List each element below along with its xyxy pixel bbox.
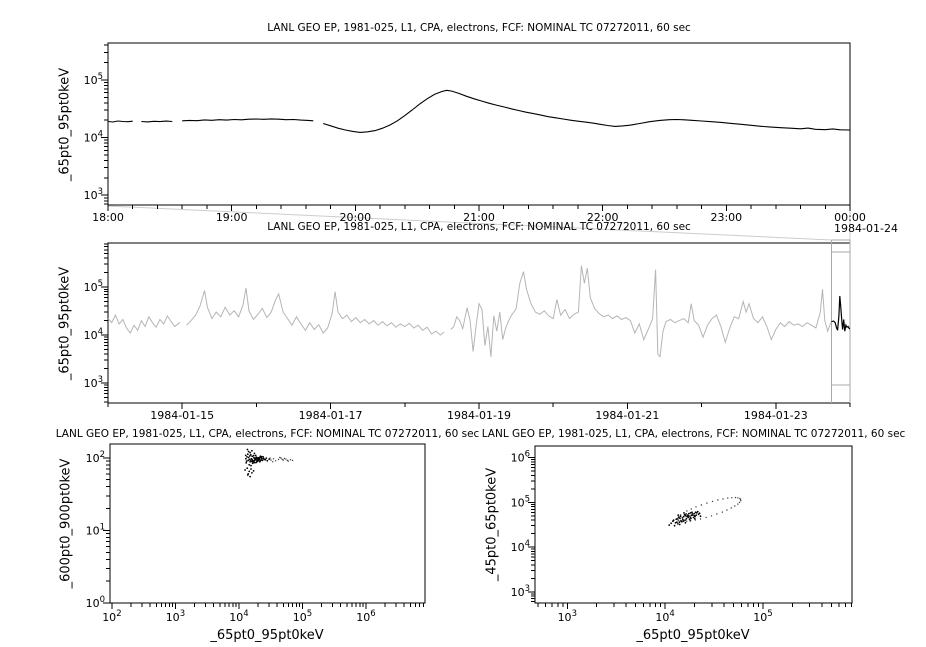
x-axis: 18:00 19:00 20:00 21:00 22:00 23:00 00:00: [92, 205, 866, 224]
tick-label: 1984-01-23: [744, 409, 808, 422]
tick-label: 103: [84, 375, 103, 390]
tick-label: 104: [84, 327, 103, 342]
series-context-flux: [107, 265, 832, 359]
tick-label: 100: [86, 595, 105, 610]
scatter-left-y-axis-label: _600pt0_900pt0keV: [58, 458, 74, 589]
x-axis: 103 104 105: [537, 603, 852, 624]
tick-label: 105: [84, 279, 103, 294]
detail-panel-title: LANL GEO EP, 1981-025, L1, CPA, electron…: [267, 22, 691, 34]
tick-label: 1984-01-21: [595, 409, 659, 422]
context-connector-lines: [107, 205, 851, 241]
tick-label: 105: [84, 72, 103, 87]
tick-label: 1984-01-15: [150, 409, 214, 422]
x-axis: 1984-01-15 1984-01-17 1984-01-19 1984-01-21…: [107, 403, 851, 422]
tick-label: 19:00: [216, 211, 248, 224]
plot-frame: [107, 242, 851, 404]
tick-label: 106: [511, 450, 530, 465]
tick-label: 1984-01-19: [447, 409, 511, 422]
panel-scatter-45-65keV[interactable]: 103 104 105 106 103 104 105: [511, 445, 853, 624]
detail-y-axis-label: _65pt0_95pt0keV: [57, 67, 73, 182]
tick-label: 105: [753, 609, 772, 624]
tick-label: 104: [511, 539, 530, 554]
tick-label: 103: [166, 609, 185, 624]
y-axis: 103 104 105: [84, 243, 108, 403]
points-cluster: [668, 510, 702, 527]
end-date-label: 1984-01-24: [834, 222, 898, 235]
x-axis: 102 103 104 105 106: [102, 603, 424, 624]
y-axis: 100 101 102: [86, 450, 110, 610]
tick-label: 1984-01-17: [299, 409, 363, 422]
series-selected-flux: [831, 295, 850, 332]
scatter-left-panel-title: LANL GEO EP, 1981-025, L1, CPA, electron…: [55, 428, 480, 440]
points-drift-loop: [676, 496, 742, 523]
tick-label: 106: [356, 609, 375, 624]
scatter-right-y-axis-label: _45pt0_65pt0keV: [484, 467, 500, 582]
y-axis: 103 104 105: [84, 44, 108, 205]
points-tail: [269, 456, 294, 463]
tick-label: 102: [102, 609, 121, 624]
scatter-left-x-axis-label: _65pt0_95pt0keV: [210, 628, 324, 643]
scatter-right-panel-title: LANL GEO EP, 1981-025, L1, CPA, electron…: [481, 428, 906, 440]
tick-label: 00:00: [834, 211, 866, 224]
tick-label: 104: [655, 609, 674, 624]
points-cluster: [244, 448, 271, 478]
tick-label: 103: [558, 609, 577, 624]
tick-label: 20:00: [339, 211, 371, 224]
tick-label: 18:00: [92, 211, 124, 224]
tick-label: 22:00: [587, 211, 619, 224]
scatter-right-x-axis-label: _65pt0_95pt0keV: [636, 628, 750, 643]
y-axis: 103 104 105 106: [511, 450, 535, 603]
overview-y-axis-label: _65pt0_95pt0keV: [57, 266, 73, 381]
tick-label: 105: [293, 609, 312, 624]
tick-label: 104: [84, 130, 103, 145]
tick-label: 103: [84, 187, 103, 202]
series-electron-flux-65-95keV: [107, 89, 851, 133]
tick-label: 105: [511, 494, 530, 509]
tick-label: 104: [229, 609, 248, 624]
plot-frame: [534, 445, 853, 604]
tick-label: 103: [511, 584, 530, 599]
panel-detail-timeseries[interactable]: 103 104 105 18:00 19:00 20:00 21:00 22:00 23:00 0…: [84, 42, 866, 224]
panel-scatter-600-900keV[interactable]: 100 101 102 102 103 104 105 106: [86, 443, 426, 624]
tick-label: 21:00: [463, 211, 495, 224]
tick-label: 23:00: [710, 211, 742, 224]
tick-label: 102: [86, 450, 105, 465]
tick-label: 101: [86, 522, 105, 537]
plot-frame: [109, 443, 426, 604]
overview-panel-title: LANL GEO EP, 1981-025, L1, CPA, electron…: [267, 221, 691, 233]
